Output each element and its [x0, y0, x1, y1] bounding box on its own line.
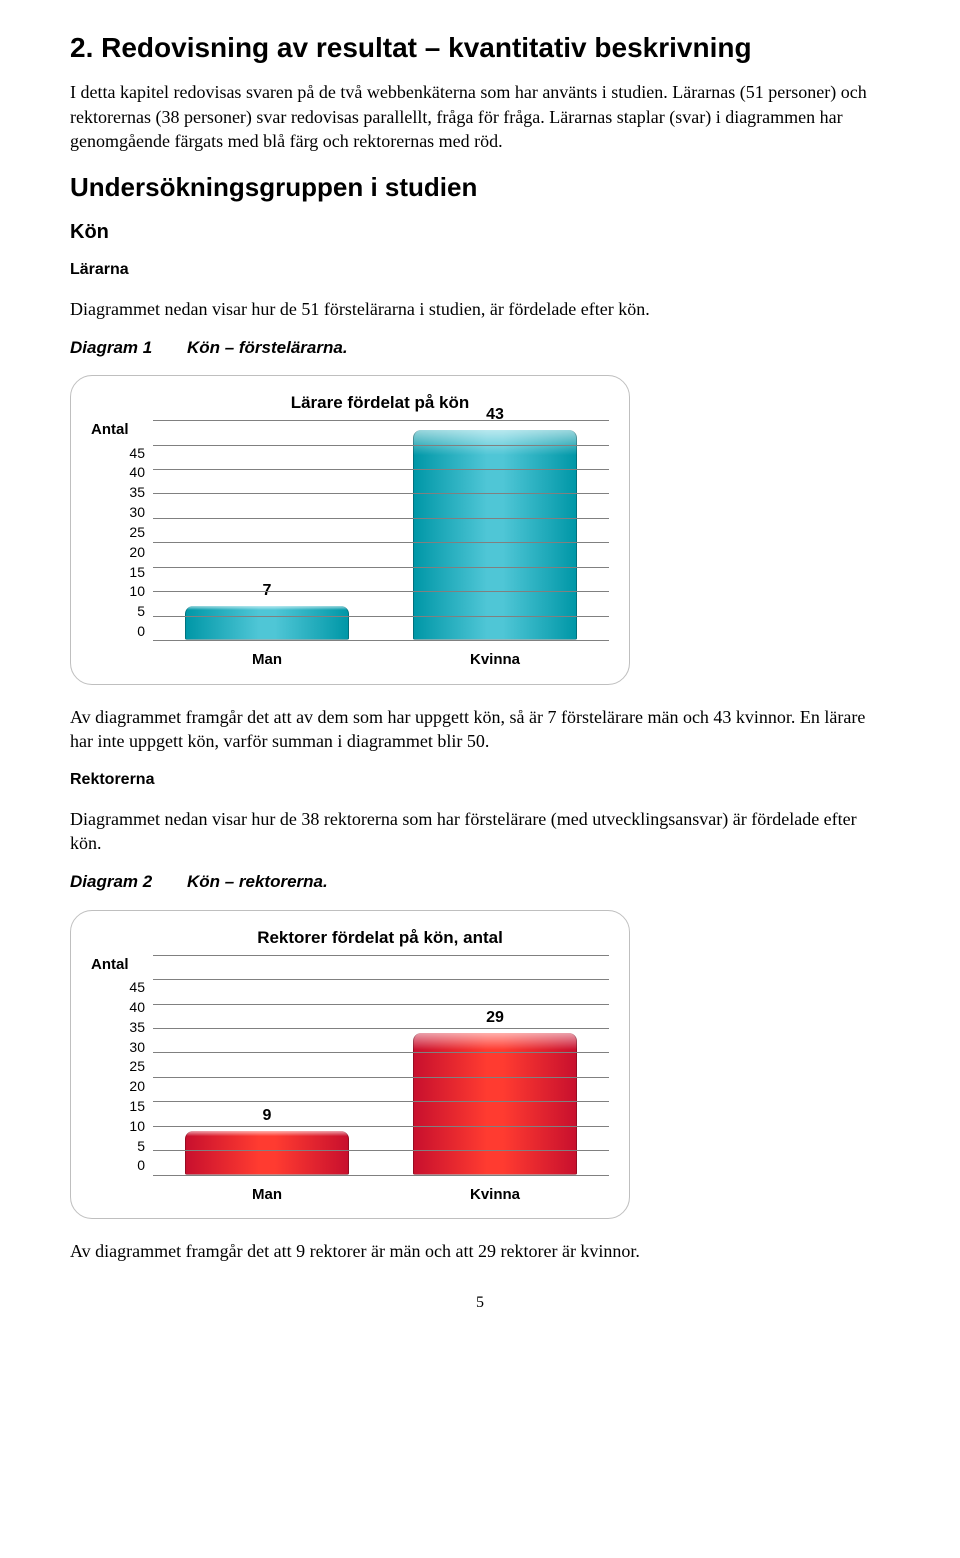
y-tick: 25	[129, 1057, 145, 1075]
bar-value-label: 9	[263, 1106, 272, 1127]
chart1-title: Lärare fördelat på kön	[151, 392, 609, 414]
page-title: 2. Redovisning av resultat – kvantitativ…	[70, 30, 890, 66]
y-tick: 10	[129, 1117, 145, 1135]
subhead-kon: Kön	[70, 219, 890, 245]
chart1-box: Lärare fördelat på kön Antal 4540 35 30 25 2…	[70, 375, 630, 685]
x-tick: Kvinna	[413, 650, 577, 670]
after-chart2-paragraph: Av diagrammet framgår det att 9 rektorer…	[70, 1239, 890, 1263]
bar-wrap: 9	[185, 1131, 349, 1175]
y-tick: 30	[129, 503, 145, 521]
chart2-plot: 9 29	[153, 955, 609, 1175]
y-tick: 15	[129, 563, 145, 581]
bar	[185, 606, 349, 640]
diagram1-tag: Diagram 1	[70, 338, 152, 357]
y-tick: 5	[137, 1137, 145, 1155]
y-tick: 35	[129, 1018, 145, 1036]
y-tick: 20	[129, 1077, 145, 1095]
rektorerna-label: Rektorerna	[70, 769, 890, 791]
y-tick: 35	[129, 483, 145, 501]
chart2-xticks: Man Kvinna	[153, 1185, 609, 1205]
bar	[413, 1033, 577, 1175]
y-tick: 40	[129, 998, 145, 1016]
y-tick: 5	[137, 602, 145, 620]
y-tick: 25	[129, 523, 145, 541]
chart2-ylabel: Antal	[91, 955, 153, 975]
chart1-xticks: Man Kvinna	[153, 650, 609, 670]
chart1-plot: 7 43	[153, 420, 609, 640]
bar-wrap: 7	[185, 606, 349, 640]
y-tick: 20	[129, 543, 145, 561]
diagram2-tag: Diagram 2	[70, 872, 152, 891]
x-tick: Kvinna	[413, 1185, 577, 1205]
rektorerna-paragraph: Diagrammet nedan visar hur de 38 rektore…	[70, 807, 890, 856]
bar-value-label: 29	[486, 1008, 504, 1029]
y-tick: 30	[129, 1038, 145, 1056]
chart2-box: Rektorer fördelat på kön, antal Antal 45…	[70, 910, 630, 1220]
y-tick: 45	[129, 444, 145, 462]
lararna-paragraph: Diagrammet nedan visar hur de 51 förstel…	[70, 297, 890, 321]
chart2-yticks: 45 40 35 3025 20 15 10 50	[91, 978, 153, 1175]
y-tick: 45	[129, 978, 145, 996]
diagram2-label: Diagram 2 Kön – rektorerna.	[70, 871, 890, 893]
bar-wrap: 43	[413, 430, 577, 640]
bar-wrap: 29	[413, 1033, 577, 1175]
y-tick: 10	[129, 582, 145, 600]
y-tick: 0	[137, 622, 145, 640]
diagram2-caption: Kön – rektorerna.	[187, 872, 328, 891]
x-tick: Man	[185, 650, 349, 670]
chart1-ylabel: Antal	[91, 420, 153, 440]
diagram1-label: Diagram 1 Kön – förstelärarna.	[70, 337, 890, 359]
bar-value-label: 43	[486, 405, 504, 426]
after-chart1-paragraph: Av diagrammet framgår det att av dem som…	[70, 705, 890, 754]
chart1-yticks: 4540 35 30 25 20 1510 5 0	[91, 444, 153, 641]
page-number: 5	[70, 1293, 890, 1314]
diagram1-caption: Kön – förstelärarna.	[187, 338, 348, 357]
x-tick: Man	[185, 1185, 349, 1205]
chart2-title: Rektorer fördelat på kön, antal	[151, 927, 609, 949]
bar	[413, 430, 577, 640]
bar	[185, 1131, 349, 1175]
y-tick: 15	[129, 1097, 145, 1115]
lararna-label: Lärarna	[70, 259, 890, 281]
y-tick: 40	[129, 463, 145, 481]
intro-paragraph: I detta kapitel redovisas svaren på de t…	[70, 80, 890, 153]
y-tick: 0	[137, 1156, 145, 1174]
section-heading: Undersökningsgruppen i studien	[70, 171, 890, 205]
